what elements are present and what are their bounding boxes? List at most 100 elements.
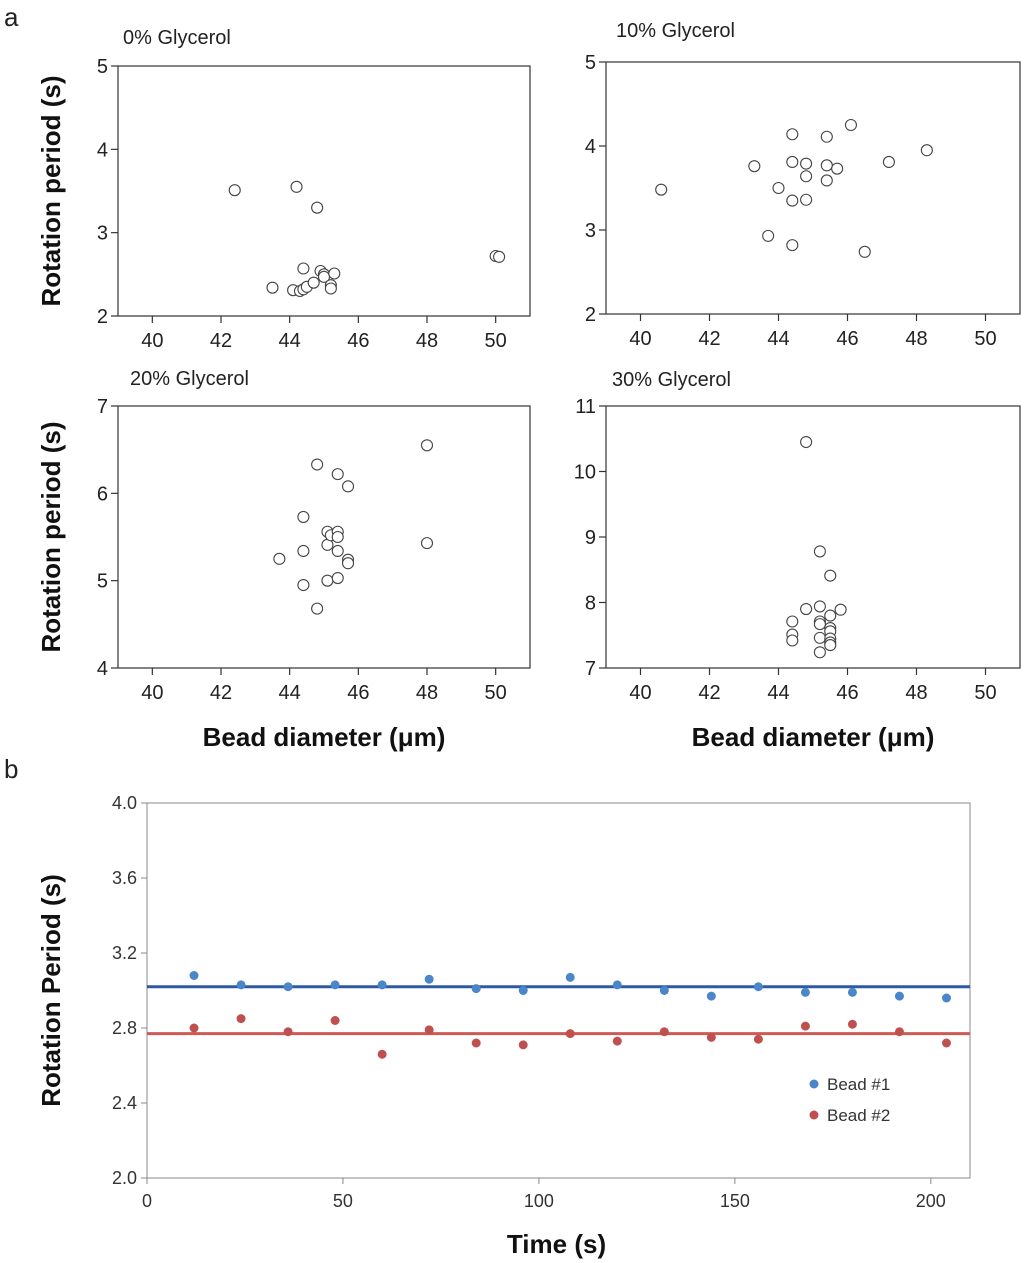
subplot-title: 20% Glycerol: [130, 368, 249, 390]
x-tick-label: 200: [916, 1191, 946, 1211]
data-point-bead-2: [377, 1049, 387, 1059]
x-tick-label: 46: [836, 328, 858, 350]
x-axis-label: Time (s): [507, 1229, 606, 1259]
x-tick-label: 40: [629, 328, 651, 350]
data-point: [820, 130, 833, 143]
data-point: [297, 262, 310, 275]
data-point: [786, 194, 799, 207]
data-point: [831, 162, 844, 175]
legend-marker: [809, 1110, 819, 1120]
y-tick-label: 5: [97, 56, 108, 78]
data-point: [311, 602, 324, 615]
y-axis-label: Rotation period (s): [36, 75, 66, 306]
y-tick-label: 2: [585, 304, 596, 326]
scatter-0-glycerol: 0% Glycerol 40 42 44 46 48 50 2 3 4 5 Rotation peri…: [36, 27, 531, 352]
y-tick-label: 3: [585, 220, 596, 242]
x-tick-label: 42: [698, 682, 720, 704]
x-tick-label: 100: [524, 1191, 554, 1211]
data-point: [800, 193, 813, 206]
plot-frame: [146, 802, 971, 1179]
y-tick-label: 9: [585, 527, 596, 549]
data-point: [331, 571, 344, 585]
data-point: [748, 160, 761, 173]
x-tick-label: 42: [698, 328, 720, 350]
y-tick-label: 2: [97, 306, 108, 328]
data-point-bead-1: [424, 974, 434, 984]
x-tick-label: 44: [279, 330, 301, 352]
data-point: [493, 250, 506, 263]
data-point: [297, 510, 310, 523]
x-axis-label: Bead diameter (μm): [692, 722, 935, 752]
rotation-period-time-chart: 2.0 2.4 2.8 3.2 3.6 4.0 0 50 100 150 200 Bead #1 Bea…: [36, 793, 971, 1259]
data-point-bead-1: [189, 971, 199, 980]
x-tick-label: 44: [767, 682, 789, 704]
data-point-bead-1: [847, 987, 857, 997]
y-tick-label: 4: [97, 139, 108, 161]
x-tick-label: 44: [279, 682, 301, 704]
data-point: [297, 544, 310, 558]
data-point: [321, 574, 334, 587]
data-point-bead-2: [236, 1014, 246, 1024]
data-point: [786, 239, 799, 252]
data-point-bead-1: [800, 987, 810, 997]
data-point: [311, 201, 324, 214]
x-tick-label: 48: [416, 330, 438, 352]
data-point: [800, 602, 813, 616]
data-point: [920, 144, 933, 157]
data-point: [228, 184, 241, 197]
data-point: [762, 229, 775, 242]
x-tick-label: 40: [629, 682, 651, 704]
data-point: [813, 545, 826, 558]
data-point: [824, 569, 837, 582]
data-point: [813, 618, 826, 631]
x-tick-label: 42: [210, 330, 232, 352]
data-point-bead-2: [706, 1032, 716, 1042]
y-tick-label: 7: [585, 658, 596, 680]
plot-frame: [117, 65, 531, 317]
data-point: [297, 578, 310, 592]
data-point-bead-2: [471, 1038, 481, 1048]
data-point: [307, 276, 320, 289]
data-point: [813, 631, 826, 644]
data-point-bead-1: [330, 980, 340, 990]
y-tick-label: 4: [97, 658, 108, 680]
plot-frame: [605, 405, 1021, 669]
data-point: [786, 615, 799, 628]
data-point-bead-2: [894, 1027, 904, 1037]
y-tick-label: 7: [97, 396, 108, 418]
data-point: [800, 170, 813, 183]
data-point: [824, 639, 837, 652]
data-point-bead-1: [236, 980, 246, 990]
y-tick-label: 5: [97, 571, 108, 593]
x-tick-label: 46: [347, 682, 369, 704]
data-point-bead-2: [800, 1021, 810, 1031]
data-point-bead-1: [471, 984, 481, 994]
y-tick-label: 8: [585, 593, 596, 615]
y-tick-label: 3: [97, 223, 108, 245]
data-point: [331, 468, 344, 481]
data-point-bead-2: [565, 1029, 575, 1039]
panel-a-label: a: [4, 2, 19, 32]
y-tick-label: 6: [97, 483, 108, 505]
y-tick-label: 10: [574, 462, 596, 484]
data-point-bead-1: [659, 986, 669, 995]
x-tick-label: 44: [767, 328, 789, 350]
y-tick-label: 2.0: [112, 1168, 137, 1188]
data-point-bead-1: [706, 991, 716, 1001]
data-point-bead-2: [283, 1027, 293, 1037]
data-point: [786, 155, 799, 169]
data-point: [420, 439, 434, 452]
data-point: [786, 634, 799, 647]
data-point-bead-2: [941, 1038, 951, 1048]
data-point: [858, 245, 871, 258]
data-point-bead-2: [753, 1034, 763, 1044]
x-tick-label: 50: [333, 1191, 353, 1211]
data-point: [800, 435, 813, 449]
data-point: [813, 646, 826, 659]
x-tick-label: 46: [836, 682, 858, 704]
data-point-bead-1: [377, 980, 387, 990]
x-tick-label: 50: [974, 682, 996, 704]
x-tick-label: 42: [210, 682, 232, 704]
data-point: [786, 128, 799, 141]
data-point-bead-1: [283, 982, 293, 992]
